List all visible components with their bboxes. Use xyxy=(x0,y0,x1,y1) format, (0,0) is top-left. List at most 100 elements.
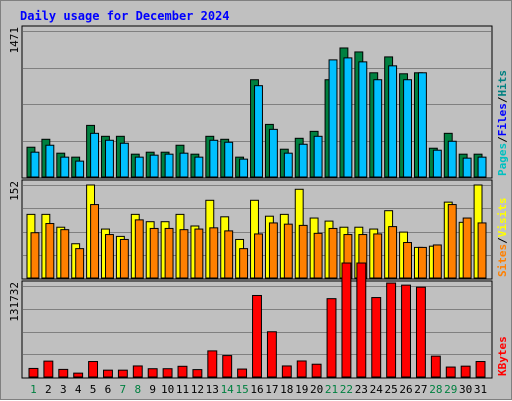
right-label-pages: Pages xyxy=(496,143,509,176)
bar-files-day-1 xyxy=(30,151,40,178)
bar-kbytes-day-16 xyxy=(252,294,262,378)
day-label-1: 1 xyxy=(30,383,37,396)
bar-kbytes-day-15 xyxy=(237,368,248,378)
bar-sites-day-16 xyxy=(254,233,263,279)
bar-files-day-5 xyxy=(90,132,100,178)
bar-kbytes-day-30 xyxy=(460,365,471,378)
day-label-20: 20 xyxy=(310,383,323,396)
bar-files-day-7 xyxy=(119,142,129,178)
bar-files-day-28 xyxy=(432,149,442,178)
bar-files-day-10 xyxy=(164,153,174,178)
right-label-hits: Hits xyxy=(496,70,509,97)
bar-sites-day-30 xyxy=(462,217,472,279)
bar-kbytes-day-25 xyxy=(386,282,397,378)
bar-sites-day-26 xyxy=(403,242,412,279)
day-label-4: 4 xyxy=(75,383,82,396)
bar-sites-day-24 xyxy=(373,233,383,279)
bar-files-day-15 xyxy=(239,158,249,178)
bar-sites-day-2 xyxy=(45,223,55,279)
bar-sites-day-9 xyxy=(149,227,159,279)
bar-files-day-29 xyxy=(447,140,457,178)
right-label-visits: Visits xyxy=(496,198,509,238)
bar-kbytes-day-12 xyxy=(192,369,203,378)
bar-sites-day-20 xyxy=(313,232,323,279)
day-label-22: 22 xyxy=(340,383,353,396)
bar-files-day-19 xyxy=(298,143,308,178)
bar-kbytes-day-9 xyxy=(147,368,158,378)
day-label-14: 14 xyxy=(221,383,235,396)
bar-files-day-12 xyxy=(194,156,204,178)
bar-kbytes-day-26 xyxy=(401,284,411,378)
bar-sites-day-18 xyxy=(283,223,293,279)
bar-files-day-26 xyxy=(403,79,412,178)
bar-kbytes-day-1 xyxy=(28,367,39,378)
bar-sites-day-25 xyxy=(388,226,398,279)
bar-kbytes-day-19 xyxy=(296,360,307,378)
bar-kbytes-day-24 xyxy=(371,297,382,378)
bar-kbytes-day-14 xyxy=(222,355,233,378)
day-label-6: 6 xyxy=(105,383,112,396)
day-label-19: 19 xyxy=(295,383,308,396)
bar-files-day-6 xyxy=(105,139,114,178)
right-axis-label: Sites/Visits xyxy=(496,198,509,278)
bar-kbytes-day-31 xyxy=(475,361,486,378)
bar-files-day-25 xyxy=(388,65,398,178)
bar-sites-day-29 xyxy=(447,204,457,279)
bar-files-day-18 xyxy=(283,152,293,178)
bar-kbytes-day-13 xyxy=(207,350,218,378)
day-label-2: 2 xyxy=(45,383,52,396)
bar-sites-day-21 xyxy=(328,227,338,279)
right-label-kbytes: KBytes xyxy=(496,336,509,376)
day-label-23: 23 xyxy=(355,383,368,396)
bar-files-day-31 xyxy=(477,156,487,178)
bar-files-day-23 xyxy=(358,61,368,178)
bar-sites-day-19 xyxy=(298,224,308,279)
bar-sites-day-8 xyxy=(134,219,144,279)
bar-kbytes-day-8 xyxy=(132,365,143,378)
bar-files-day-30 xyxy=(462,157,472,178)
day-label-27: 27 xyxy=(414,383,427,396)
bar-kbytes-day-3 xyxy=(58,368,69,378)
bar-sites-day-10 xyxy=(164,227,174,279)
right-label-sites: Sites xyxy=(496,244,509,277)
day-label-31: 31 xyxy=(474,383,487,396)
day-label-7: 7 xyxy=(120,383,127,396)
day-label-28: 28 xyxy=(429,383,442,396)
bar-sites-day-11 xyxy=(179,229,189,279)
day-label-15: 15 xyxy=(235,383,248,396)
day-label-10: 10 xyxy=(161,383,174,396)
bar-kbytes-day-23 xyxy=(356,262,367,378)
bar-kbytes-day-10 xyxy=(162,368,173,378)
bar-sites-day-15 xyxy=(239,248,249,279)
day-label-9: 9 xyxy=(149,383,156,396)
bar-kbytes-day-22 xyxy=(341,262,352,378)
bar-sites-day-7 xyxy=(119,238,129,279)
bar-sites-day-4 xyxy=(75,248,85,279)
bar-files-day-20 xyxy=(313,135,323,178)
bar-files-day-2 xyxy=(45,144,55,178)
day-label-18: 18 xyxy=(280,383,293,396)
bar-kbytes-day-17 xyxy=(266,331,277,378)
bar-sites-day-1 xyxy=(30,232,40,279)
bar-files-day-8 xyxy=(134,156,144,178)
bar-files-day-13 xyxy=(209,139,219,178)
bar-sites-day-5 xyxy=(90,204,100,279)
chart-title: Daily usage for December 2024 xyxy=(20,9,230,23)
bar-sites-day-3 xyxy=(60,229,70,279)
bar-files-day-14 xyxy=(224,141,234,178)
y-max-label: 152 xyxy=(8,181,21,201)
day-label-13: 13 xyxy=(206,383,219,396)
panel-visits-sites: 152 Sites/Visits xyxy=(8,179,509,280)
day-label-26: 26 xyxy=(399,383,412,396)
panel-hits-files-pages: 1471 Pages/Files/Hits xyxy=(8,25,509,179)
bar-files-day-4 xyxy=(75,160,85,178)
day-label-24: 24 xyxy=(370,383,384,396)
bar-files-day-11 xyxy=(179,152,189,178)
bar-sites-day-14 xyxy=(224,230,234,279)
bar-files-day-3 xyxy=(60,156,70,178)
bar-kbytes-day-5 xyxy=(88,361,99,378)
bar-kbytes-day-21 xyxy=(326,298,337,378)
bar-kbytes-day-4 xyxy=(73,372,84,378)
